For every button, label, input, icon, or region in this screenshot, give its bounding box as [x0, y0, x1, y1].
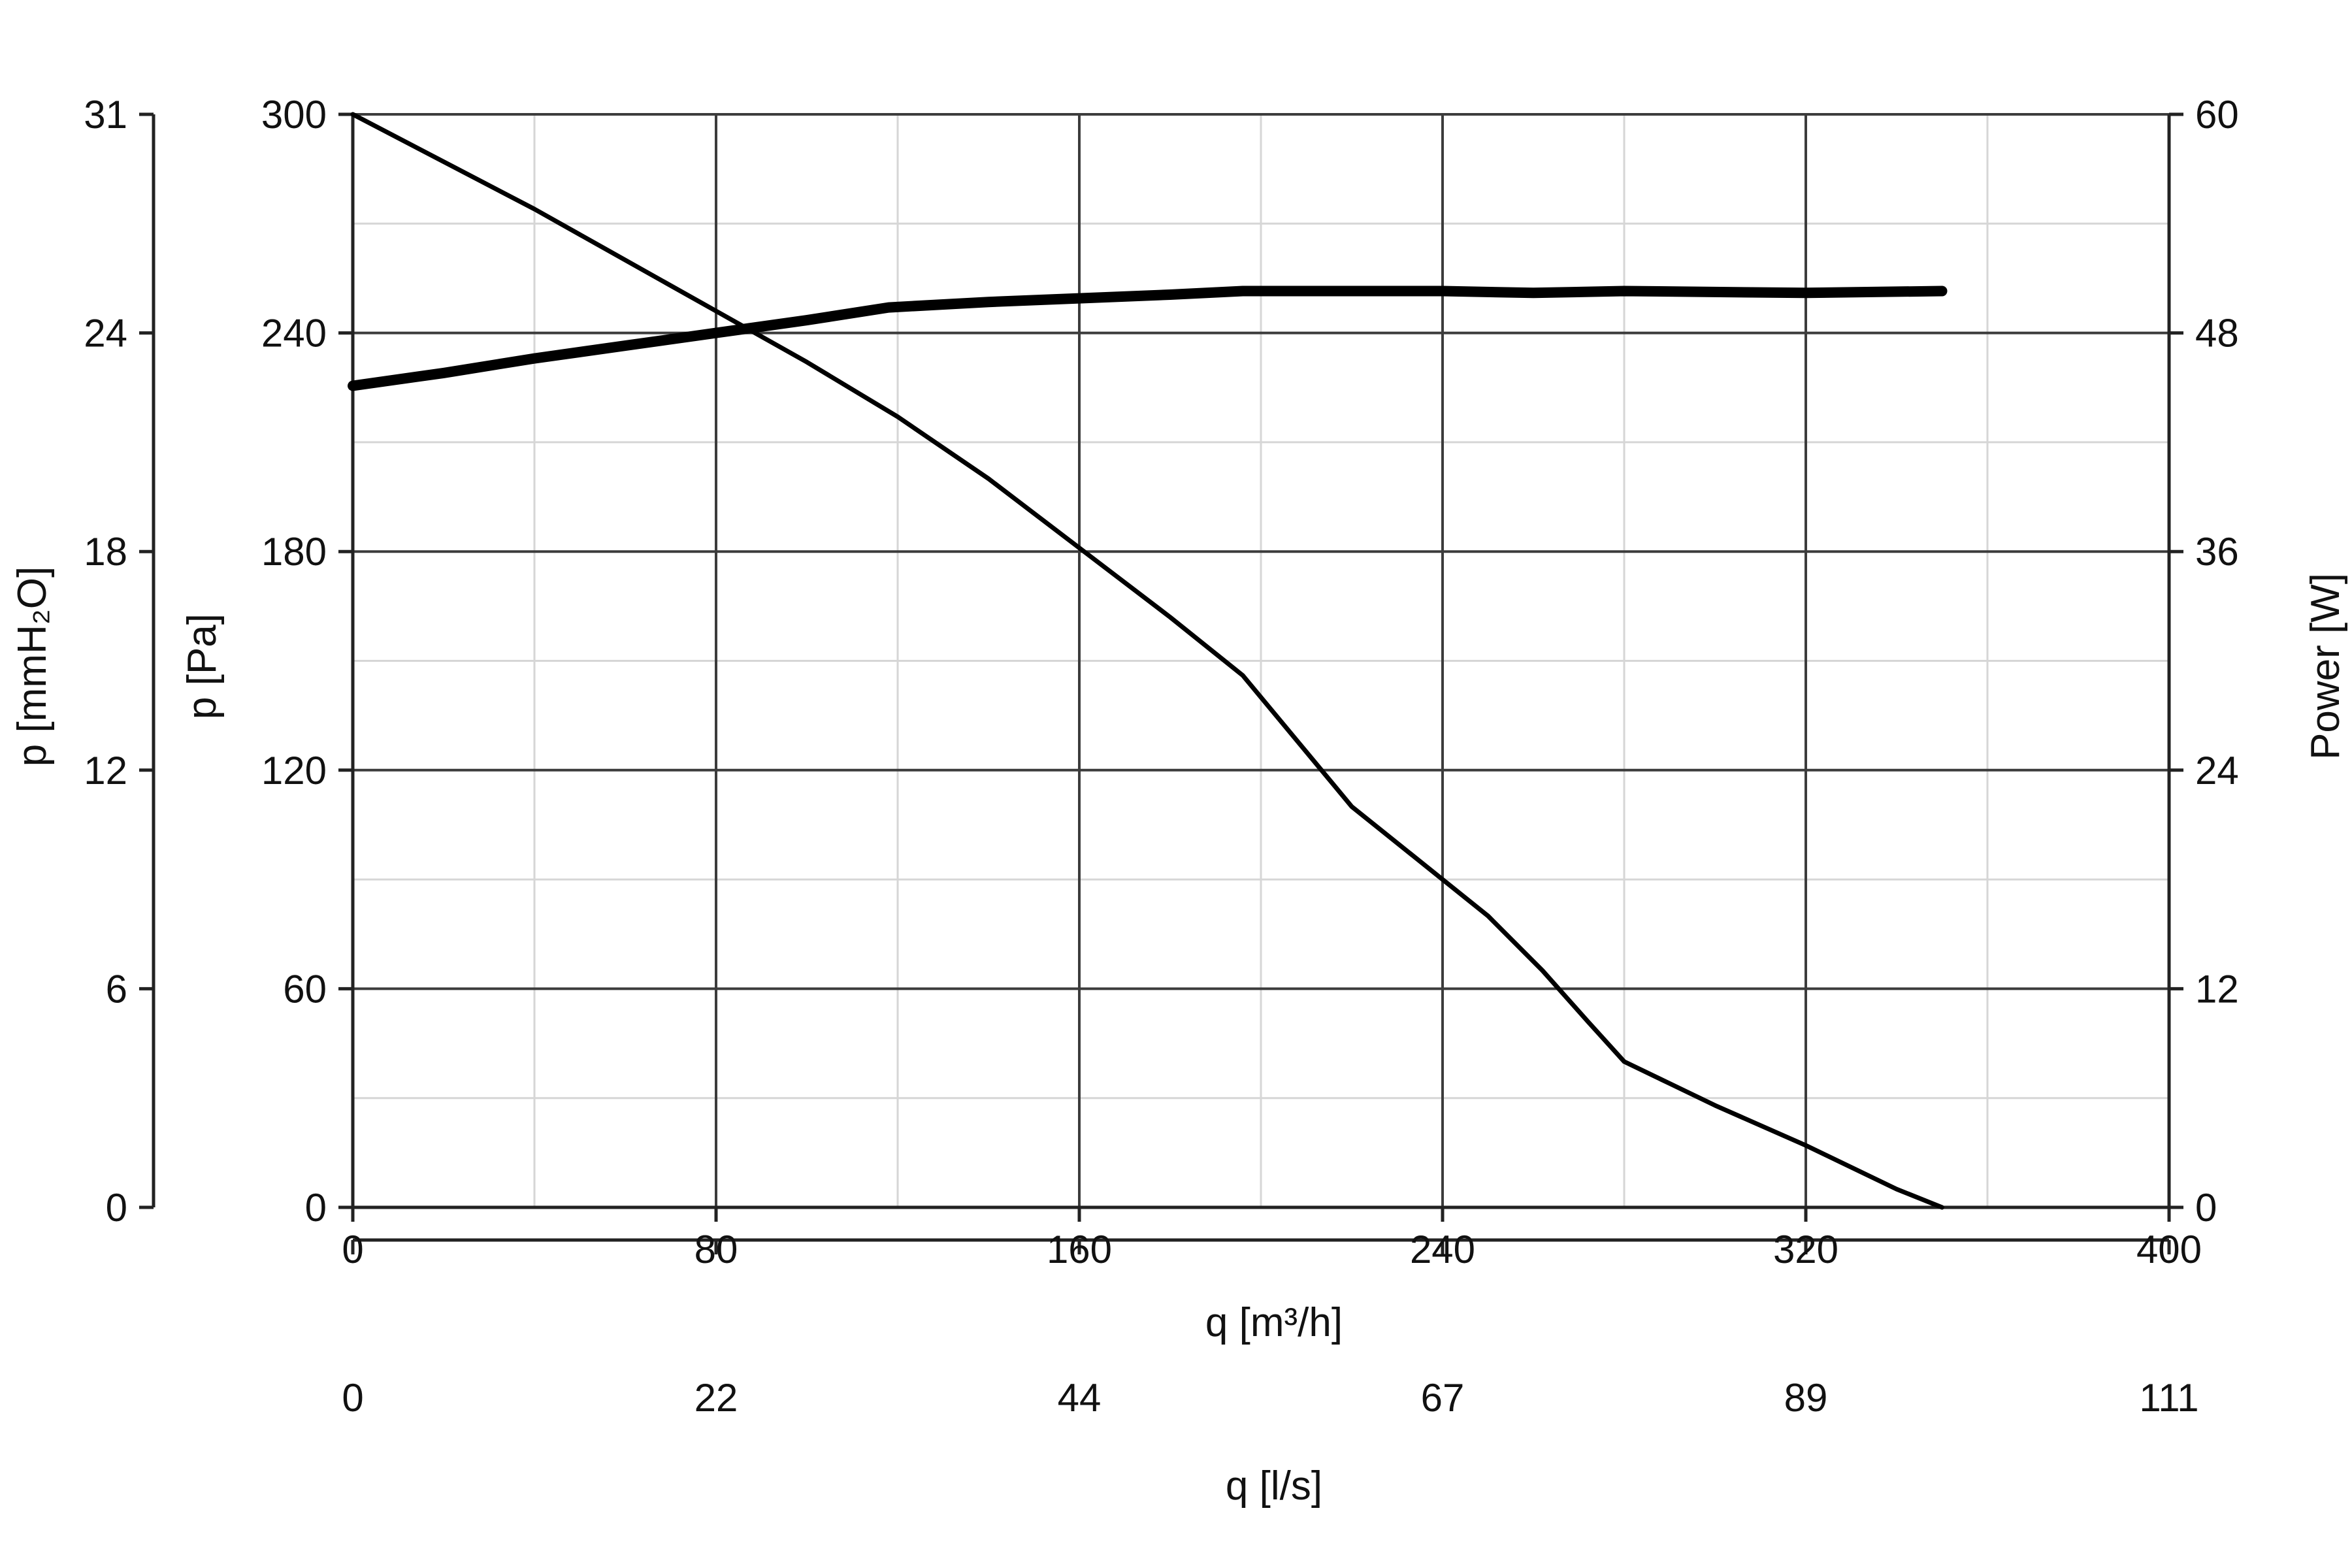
x2-tick-label: 0 — [342, 1376, 363, 1420]
y-axis-title-primary: p [Pa] — [180, 613, 225, 719]
x2-tick-label: 89 — [1784, 1376, 1828, 1420]
yr-tick-label: 48 — [2195, 312, 2239, 355]
x2-tick-label: 22 — [694, 1376, 738, 1420]
y-tick-label: 60 — [283, 967, 327, 1011]
minor-grid — [351, 113, 2170, 1209]
yr-tick-label: 60 — [2195, 93, 2239, 137]
x-axis-title-secondary: q [l/s] — [1226, 1463, 1322, 1509]
y-tick-label: 240 — [261, 312, 327, 355]
yr-tick-label: 24 — [2195, 749, 2239, 792]
x-tick-label: 80 — [694, 1228, 738, 1271]
pressure-curve — [350, 112, 1944, 1210]
y2-tick-label: 12 — [84, 749, 127, 792]
x-tick-label: 320 — [1773, 1228, 1838, 1271]
x-tick-label: 160 — [1047, 1228, 1112, 1271]
y2-tick-label: 0 — [106, 1186, 127, 1230]
series-layer — [348, 112, 1948, 1210]
y2-tick-label: 24 — [84, 312, 127, 355]
x-tick-label: 400 — [2136, 1228, 2202, 1271]
y-tick-label: 120 — [261, 749, 327, 792]
y2-tick-label: 31 — [84, 93, 127, 137]
y2-tick-label: 6 — [106, 967, 127, 1011]
y-tick-label: 300 — [261, 93, 327, 137]
x-tick-label: 240 — [1410, 1228, 1475, 1271]
x2-tick-label: 111 — [2139, 1376, 2198, 1420]
x-tick-label: 0 — [342, 1228, 363, 1271]
yr-tick-label: 36 — [2195, 530, 2239, 574]
y-tick-label: 180 — [261, 530, 327, 574]
axes — [139, 112, 2183, 1254]
y-tick-label: 0 — [305, 1186, 327, 1230]
y-axis-title-right: Power [W] — [2303, 573, 2348, 760]
yr-tick-label: 12 — [2195, 967, 2239, 1011]
y-axis-title-secondary: p [mmH₂O] — [10, 566, 55, 767]
x2-tick-label: 67 — [1421, 1376, 1465, 1420]
power-curve — [348, 286, 1948, 391]
x-axis-title-primary: q [m³/h] — [1205, 1300, 1343, 1345]
y2-tick-label: 18 — [84, 530, 127, 574]
yr-tick-label: 0 — [2195, 1186, 2217, 1230]
x2-tick-label: 44 — [1058, 1376, 1102, 1420]
